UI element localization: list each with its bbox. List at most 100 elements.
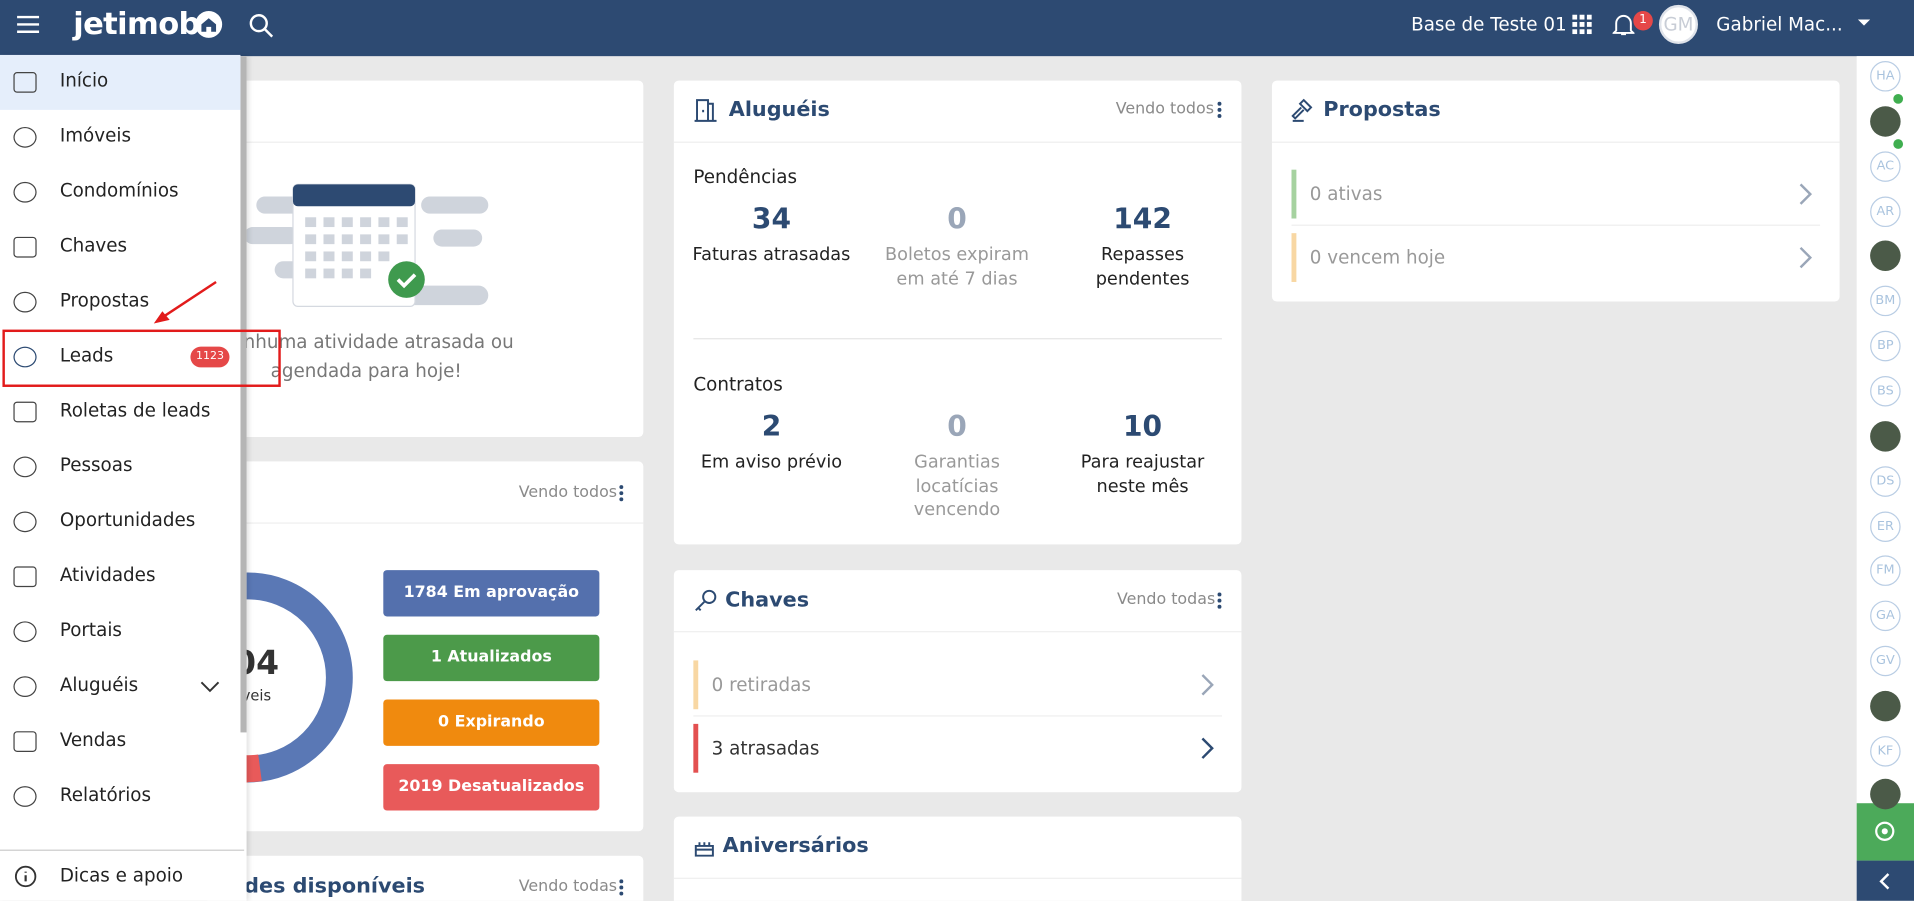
- stat-label: Repasses pendentes: [1095, 245, 1190, 289]
- nav-item[interactable]: Pessoas: [0, 439, 240, 494]
- nav-item[interactable]: Condomínios: [0, 165, 240, 220]
- nav-label[interactable]: Condomínios: [59, 179, 179, 202]
- team-avatar[interactable]: AR: [1870, 196, 1901, 228]
- row-arrow[interactable]: [1798, 245, 1813, 269]
- nav-item[interactable]: Vendas: [0, 714, 240, 769]
- user-menu-caret[interactable]: [1857, 18, 1872, 28]
- nav-label[interactable]: Propostas: [59, 289, 150, 312]
- team-photo[interactable]: [1870, 690, 1901, 722]
- status-button[interactable]: 2019 Desatualizados: [383, 764, 600, 811]
- nav-icon: [13, 676, 37, 698]
- card-menu[interactable]: [618, 483, 625, 503]
- view-all[interactable]: Vendo todos: [1115, 100, 1214, 119]
- row-label[interactable]: 0 retiradas: [711, 673, 811, 696]
- nav-item[interactable]: Propostas: [0, 275, 240, 330]
- nav-label[interactable]: Imóveis: [59, 124, 131, 147]
- proposals-card: Propostas 0 ativas 0 vencem hoje: [1271, 80, 1840, 302]
- search-button[interactable]: [248, 12, 275, 39]
- online-dot: [1893, 139, 1904, 149]
- nav-label[interactable]: Chaves: [59, 234, 128, 257]
- team-photo[interactable]: [1870, 778, 1901, 810]
- team-avatar[interactable]: AC: [1870, 151, 1901, 182]
- view-all[interactable]: Vendo todas: [1116, 590, 1216, 610]
- card-title: des disponíveis: [244, 874, 426, 899]
- status-button[interactable]: 0 Expirando: [383, 699, 600, 746]
- donut-total-label: veis: [241, 687, 272, 705]
- sidebar-footer[interactable]: Dicas e apoio: [59, 864, 184, 887]
- stat-value: 0: [947, 203, 967, 236]
- nav-label[interactable]: Vendas: [59, 728, 127, 751]
- nav-item[interactable]: Relatórios: [0, 769, 240, 824]
- nav-label[interactable]: Roletas de leads: [59, 399, 211, 422]
- nav-item[interactable]: Leads 1123: [0, 330, 240, 385]
- card-divider: [673, 877, 1242, 879]
- brand[interactable]: jetimob: [73, 6, 200, 42]
- account-name[interactable]: Base de Teste 01: [1411, 13, 1567, 36]
- team-avatar[interactable]: HA: [1870, 61, 1901, 92]
- stat-label: Faturas atrasadas: [692, 245, 851, 265]
- apps-button[interactable]: [1572, 14, 1592, 35]
- nav-label[interactable]: Relatórios: [59, 783, 152, 806]
- row-label[interactable]: 3 atrasadas: [711, 737, 820, 760]
- nav-icon: [13, 401, 37, 423]
- row-arrow[interactable]: [1798, 182, 1813, 206]
- team-avatar[interactable]: GA: [1870, 600, 1901, 632]
- nav-label[interactable]: Pessoas: [59, 454, 133, 477]
- nav-item[interactable]: Roletas de leads: [0, 385, 240, 440]
- team-avatar[interactable]: BP: [1870, 330, 1901, 362]
- menu-button[interactable]: [16, 15, 40, 35]
- team-photo[interactable]: [1870, 106, 1901, 137]
- card-divider: [673, 141, 1242, 143]
- team-avatar[interactable]: FM: [1870, 555, 1901, 586]
- team-photo[interactable]: [1870, 421, 1901, 452]
- card-menu[interactable]: [1216, 591, 1223, 611]
- proposals-icon: [1291, 98, 1313, 122]
- nav-label[interactable]: Oportunidades: [59, 509, 196, 532]
- nav-item[interactable]: Início: [0, 54, 241, 110]
- nav-label[interactable]: Portais: [59, 618, 122, 641]
- team-avatar[interactable]: KF: [1870, 736, 1901, 767]
- support-icon: [1875, 821, 1895, 841]
- expand-caret[interactable]: [200, 681, 220, 693]
- chevron-icon: [1879, 873, 1890, 890]
- team-photo[interactable]: [1870, 240, 1901, 271]
- nav-item[interactable]: Chaves: [0, 220, 240, 275]
- units-card: des disponíveis Vendo todas: [207, 855, 644, 901]
- row-indicator: [1291, 233, 1297, 282]
- status-button[interactable]: 1 Atualizados: [383, 634, 600, 682]
- nav-label[interactable]: Atividades: [59, 563, 156, 586]
- birthdays-icon: [694, 842, 714, 857]
- notifications-button[interactable]: [1612, 13, 1635, 37]
- nav-item[interactable]: Atividades: [0, 549, 240, 604]
- nav-icon: [13, 72, 37, 93]
- card-menu[interactable]: [1216, 100, 1223, 120]
- card-menu[interactable]: [618, 878, 625, 898]
- nav-item[interactable]: Aluguéis: [0, 659, 240, 714]
- stat-value: 0: [947, 411, 967, 444]
- team-avatar[interactable]: ER: [1870, 511, 1901, 542]
- view-all[interactable]: Vendo todos: [518, 483, 618, 502]
- nav-label[interactable]: Início: [59, 69, 109, 92]
- row-label[interactable]: 0 ativas: [1309, 183, 1383, 206]
- nav-item[interactable]: Portais: [0, 604, 240, 659]
- card-title: Chaves: [725, 588, 810, 613]
- team-avatar[interactable]: GV: [1870, 645, 1901, 677]
- nav-label[interactable]: Leads: [59, 344, 114, 367]
- team-avatar[interactable]: BM: [1870, 285, 1901, 317]
- view-all[interactable]: Vendo todas: [518, 877, 618, 896]
- nav-label[interactable]: Aluguéis: [59, 673, 139, 696]
- user-name[interactable]: Gabriel Mac...: [1716, 13, 1843, 36]
- collapse-rail-button[interactable]: [1856, 860, 1914, 901]
- row-arrow[interactable]: [1200, 736, 1215, 760]
- team-avatar[interactable]: BS: [1870, 375, 1901, 407]
- team-avatar[interactable]: DS: [1870, 466, 1901, 497]
- nav-item[interactable]: Imóveis: [0, 110, 240, 165]
- row-label[interactable]: 0 vencem hoje: [1309, 246, 1446, 269]
- nav-icon: [13, 346, 37, 368]
- status-button[interactable]: 1784 Em aprovação: [383, 570, 600, 617]
- support-button[interactable]: [1856, 803, 1914, 861]
- nav-item[interactable]: Oportunidades: [0, 494, 240, 549]
- card-title: Aluguéis: [728, 97, 830, 123]
- user-avatar[interactable]: GM: [1658, 4, 1698, 44]
- row-arrow[interactable]: [1200, 673, 1215, 697]
